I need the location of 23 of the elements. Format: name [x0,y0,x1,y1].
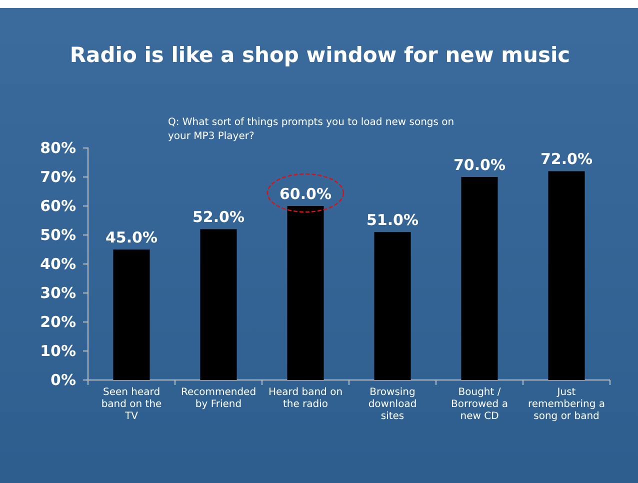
y-tick-label: 20% [40,312,76,331]
y-tick-label: 10% [40,342,76,360]
x-tick-label: Bought / Borrowed a new CD [451,387,508,422]
data-label: 70.0% [453,156,506,174]
data-label: 60.0% [279,185,332,203]
x-tick-label: Recommended by Friend [180,387,256,410]
x-tick-label: Heard band on the radio [268,387,343,410]
y-tick-label: 80% [40,138,76,157]
y-tick-label: 0% [50,370,76,389]
x-tick-label: Seen heard band on the TV [101,387,162,422]
chart-title: Radio is like a shop window for new music [70,43,570,67]
data-label: 51.0% [366,211,419,230]
data-label: 72.0% [540,150,593,168]
x-tick-label: Just remembering a song or band [528,387,606,422]
y-tick-label: 60% [40,196,76,215]
x-tick-label: Browsing download sites [368,387,417,422]
y-tick-label: 40% [40,254,76,273]
y-tick-label: 50% [40,226,76,244]
data-label: 45.0% [105,228,158,246]
y-tick-label: 30% [40,284,76,302]
data-label: 52.0% [192,208,245,226]
chart-subtitle: Q: What sort of things prompts you to load new songs on your MP3 Player? [168,117,454,142]
y-tick-label: 70% [40,168,76,186]
